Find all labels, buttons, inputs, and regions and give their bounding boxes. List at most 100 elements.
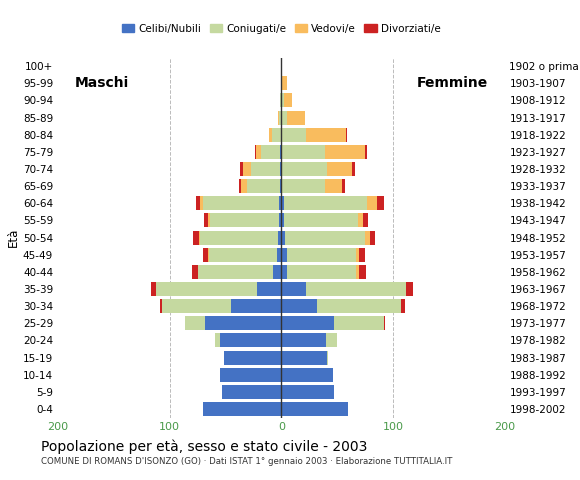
Bar [281,385,334,399]
Bar [284,94,292,108]
Bar [360,248,365,262]
Bar [281,128,306,142]
Bar [284,214,358,228]
Bar [205,316,281,330]
Bar [306,282,407,296]
Bar [269,128,273,142]
Bar [334,316,384,330]
Bar [325,145,365,159]
Text: Femmine: Femmine [416,76,488,90]
Bar [215,334,220,348]
Bar [192,265,198,279]
Bar [244,162,251,176]
Bar [220,368,281,382]
Bar [281,368,333,382]
Bar [356,265,360,279]
Bar [287,110,305,125]
Bar [255,145,256,159]
Bar [363,214,368,228]
Bar [367,196,378,210]
Bar [365,145,367,159]
Bar [278,110,279,125]
Bar [204,214,208,228]
Bar [222,385,281,399]
Bar [325,179,342,193]
Bar [185,316,205,330]
Bar [327,162,351,176]
Bar [287,265,356,279]
Legend: Celibi/Nubili, Coniugati/e, Vedovi/e, Divorziati/e: Celibi/Nubili, Coniugati/e, Vedovi/e, Di… [118,20,445,38]
Bar [281,110,287,125]
Bar [351,162,355,176]
Bar [282,162,327,176]
Bar [282,76,287,90]
Bar [281,162,282,176]
Bar [208,248,209,262]
Bar [281,230,285,245]
Bar [280,145,281,159]
Bar [162,299,231,313]
Bar [197,196,200,210]
Bar [287,248,356,262]
Bar [246,179,280,193]
Text: Popolazione per età, sesso e stato civile - 2003: Popolazione per età, sesso e stato civil… [41,439,367,454]
Bar [281,76,282,90]
Bar [369,230,375,245]
Bar [241,179,246,193]
Bar [342,179,345,193]
Bar [156,282,257,296]
Bar [281,145,282,159]
Bar [274,265,281,279]
Bar [346,128,347,142]
Bar [210,214,279,228]
Bar [209,248,277,262]
Bar [360,265,366,279]
Bar [281,265,287,279]
Bar [284,196,367,210]
Bar [200,230,278,245]
Bar [281,196,284,210]
Bar [280,94,281,108]
Bar [282,145,325,159]
Bar [281,282,306,296]
Bar [356,248,360,262]
Bar [281,248,287,262]
Bar [327,350,328,365]
Bar [279,196,281,210]
Bar [151,282,156,296]
Bar [282,179,325,193]
Y-axis label: Età: Età [7,228,20,247]
Bar [224,350,281,365]
Bar [203,248,208,262]
Bar [240,162,244,176]
Bar [279,214,281,228]
Bar [220,334,281,348]
Bar [251,162,280,176]
Bar [231,299,281,313]
Bar [200,196,203,210]
Text: Maschi: Maschi [75,76,129,90]
Bar [193,230,199,245]
Bar [257,282,281,296]
Bar [208,214,210,228]
Bar [239,179,241,193]
Bar [281,316,334,330]
Bar [401,299,405,313]
Bar [407,282,413,296]
Bar [198,265,274,279]
Bar [365,230,369,245]
Bar [326,334,337,348]
Bar [317,299,401,313]
Bar [203,402,281,416]
Bar [281,214,284,228]
Bar [285,230,365,245]
Bar [281,299,317,313]
Bar [281,402,348,416]
Bar [279,110,281,125]
Bar [261,145,280,159]
Bar [384,316,385,330]
Bar [281,94,284,108]
Bar [281,179,282,193]
Bar [160,299,162,313]
Bar [280,179,281,193]
